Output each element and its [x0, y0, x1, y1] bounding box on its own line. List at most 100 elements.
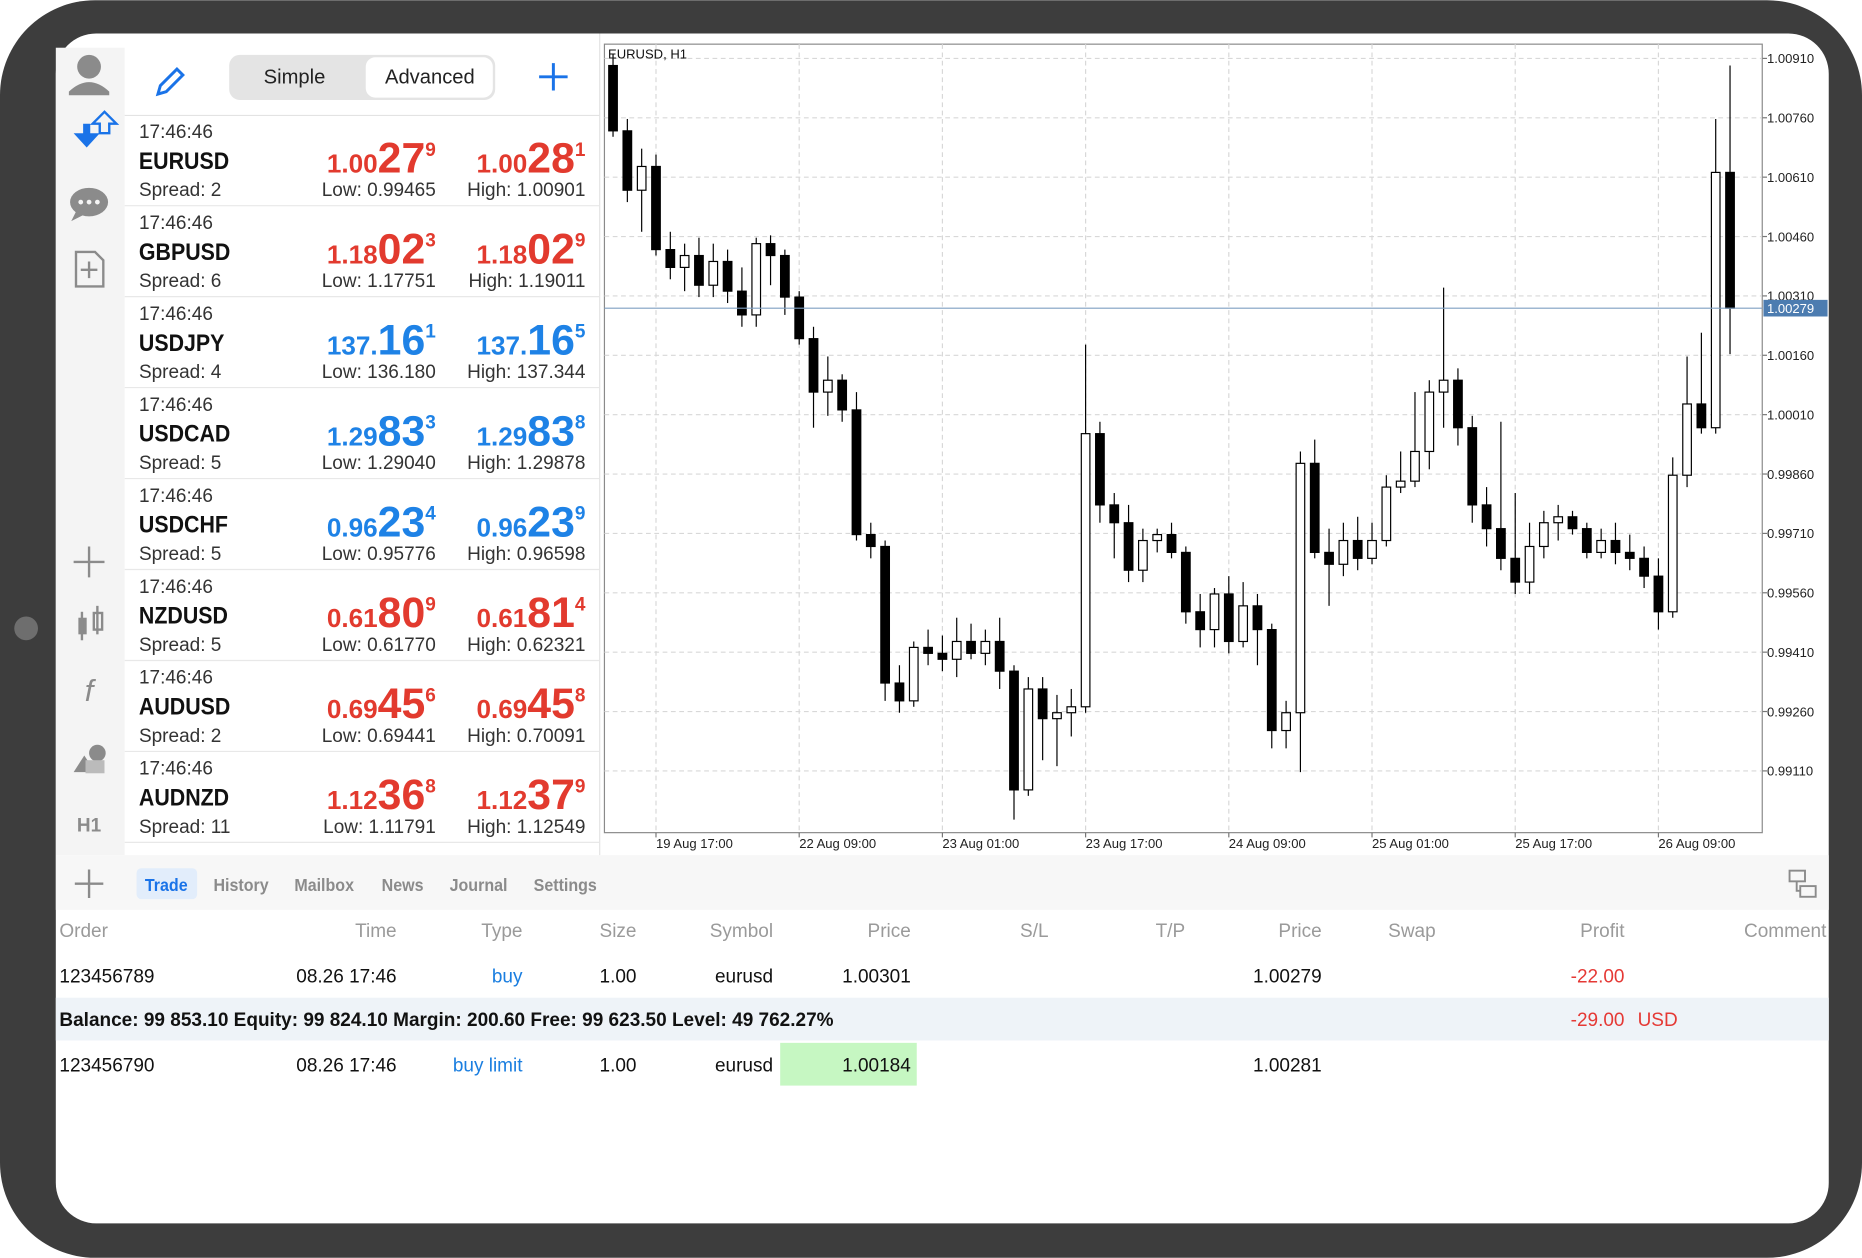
candle-body: [1166, 534, 1177, 553]
quote-price: 1.29838: [476, 407, 585, 455]
candle-body: [1338, 539, 1349, 565]
current-price-label: 1.00279: [1767, 301, 1814, 316]
candle-body: [1682, 403, 1692, 476]
candle-body: [1453, 379, 1463, 429]
quote-price: 137.165: [476, 316, 585, 364]
candle-body: [665, 249, 676, 269]
chart-title: EURUSD, H1: [608, 46, 687, 61]
account-icon[interactable]: [68, 54, 110, 96]
timeframe-label[interactable]: H1: [77, 815, 102, 836]
candle-body: [722, 260, 733, 292]
candle-body: [837, 379, 848, 411]
x-tick-label: 22 Aug 09:00: [799, 836, 876, 851]
tab-active: [136, 868, 198, 900]
terminal-tab[interactable]: Trade: [145, 875, 188, 895]
candle-body: [951, 640, 962, 660]
quote-high: High: 1.12549: [467, 817, 585, 838]
x-tick-label: 25 Aug 17:00: [1515, 836, 1592, 851]
quote-high: High: 1.00901: [467, 180, 585, 201]
y-tick-label: 1.00610: [1767, 170, 1814, 185]
terminal-tab[interactable]: News: [382, 875, 424, 895]
quote-price: 137.161: [327, 316, 436, 364]
cell-current-price: 1.00281: [1253, 1055, 1322, 1076]
candle-body: [1109, 504, 1120, 524]
quote-time: 17:46:46: [139, 122, 213, 143]
y-tick-label: 0.99260: [1767, 704, 1814, 719]
column-header: Size: [600, 921, 637, 942]
mode-option[interactable]: Advanced: [385, 66, 475, 88]
candle-body: [1567, 516, 1578, 530]
quote-spread: Spread: 5: [139, 635, 221, 656]
candle-body: [1324, 551, 1334, 565]
quote-price: 1.00279: [327, 134, 436, 182]
mode-active: [365, 57, 493, 98]
plot-area: [603, 43, 1763, 834]
cell-type: buy: [492, 966, 523, 987]
add-symbol-button[interactable]: [539, 63, 568, 91]
candle-body: [794, 296, 805, 340]
terminal-tab[interactable]: History: [213, 875, 269, 895]
quote-high: High: 137.344: [467, 362, 586, 383]
candle-body: [1023, 688, 1034, 791]
price-highlight: [780, 1042, 917, 1086]
candle-body: [1410, 450, 1420, 482]
candle-body: [1710, 171, 1721, 429]
candle-body: [1152, 534, 1163, 542]
new-order-button[interactable]: [74, 869, 104, 898]
candle-body: [1538, 522, 1549, 548]
quote-price: 1.18029: [476, 225, 585, 273]
crosshair-icon[interactable]: [73, 546, 105, 578]
new-doc-icon[interactable]: [74, 250, 105, 288]
x-tick-label: 23 Aug 17:00: [1086, 836, 1163, 851]
quote-low: Low: 0.99465: [322, 180, 436, 201]
summary-profit: -29.00: [1571, 1010, 1625, 1031]
quote-symbol: USDJPY: [139, 330, 224, 356]
quote-price: 0.61814: [476, 589, 585, 637]
candle-body: [1510, 557, 1521, 583]
terminal-tab[interactable]: Settings: [534, 875, 597, 895]
candle-body: [1095, 433, 1105, 506]
candle-body: [1467, 427, 1478, 506]
candle-body: [865, 534, 876, 548]
quote-price: 0.61809: [327, 589, 436, 637]
candle-body: [1066, 706, 1077, 714]
quote-time: 17:46:46: [139, 213, 213, 234]
candle-body: [808, 338, 819, 393]
quote-symbol: NZDUSD: [139, 603, 228, 629]
quote-spread: Spread: 11: [139, 817, 231, 838]
trade-icon[interactable]: [73, 110, 120, 148]
candle-body: [851, 409, 862, 536]
objects-icon[interactable]: [73, 744, 106, 774]
cell-order: 123456789: [59, 966, 154, 987]
candle-body: [1195, 611, 1206, 631]
quote-low: Low: 1.29040: [322, 453, 436, 474]
quote-spread: Spread: 6: [139, 271, 221, 292]
column-header: Swap: [1388, 921, 1436, 942]
candle-body: [1581, 528, 1592, 553]
edit-button[interactable]: [155, 66, 185, 97]
indicator-icon[interactable]: [78, 605, 104, 641]
candle-body: [1424, 391, 1435, 453]
chat-icon[interactable]: [70, 187, 109, 222]
candle-body: [1137, 539, 1148, 571]
y-tick-label: 0.99860: [1767, 467, 1814, 482]
cell-symbol: eurusd: [715, 1055, 773, 1076]
mode-option[interactable]: Simple: [264, 66, 326, 88]
candle-body: [737, 290, 747, 316]
quote-low: Low: 1.17751: [322, 271, 436, 292]
terminal-tab[interactable]: Journal: [450, 875, 508, 895]
terminal-tab[interactable]: Mailbox: [294, 875, 354, 895]
candle-body: [1281, 712, 1291, 732]
candle-body: [1667, 474, 1678, 613]
quote-time: 17:46:46: [139, 304, 213, 325]
cell-time: 08.26 17:46: [296, 966, 396, 987]
quote-price: 1.12368: [327, 771, 436, 819]
summary-row: [55, 997, 1829, 1041]
sidebar-icons: f: [68, 54, 120, 774]
candle-body: [608, 64, 618, 132]
quote-symbol: AUDNZD: [139, 785, 229, 811]
candle-body: [1481, 504, 1492, 530]
candle-body: [1180, 551, 1191, 613]
quote-price: 1.00281: [476, 134, 585, 182]
layout-button[interactable]: [1788, 869, 1817, 898]
